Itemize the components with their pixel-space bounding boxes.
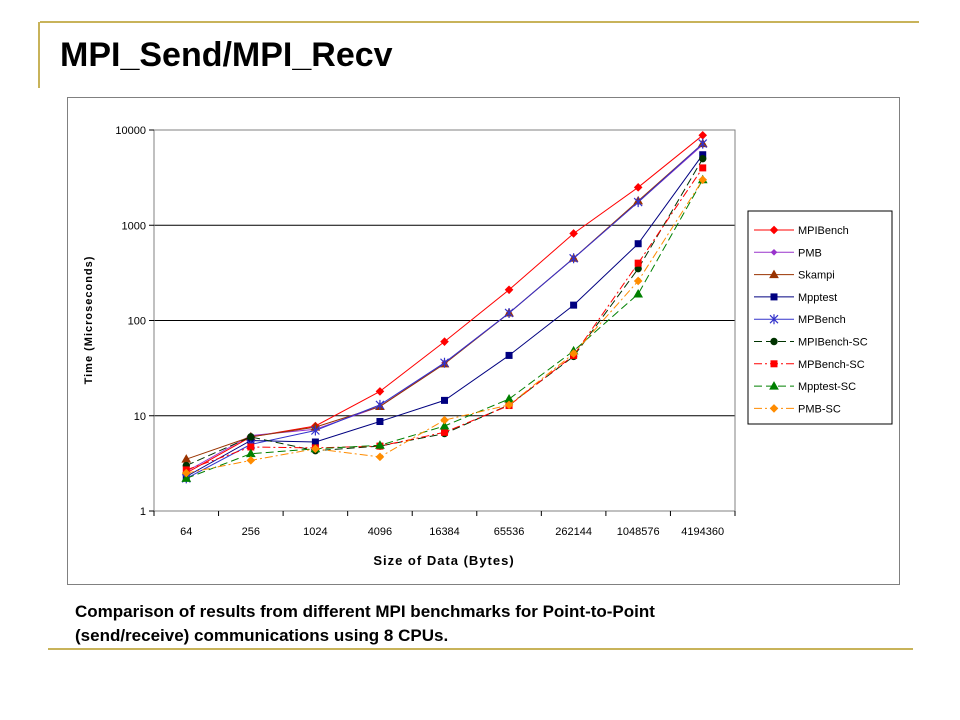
data-point bbox=[376, 418, 384, 426]
data-point bbox=[311, 444, 320, 454]
bottom-accent-rule bbox=[48, 648, 913, 650]
data-point bbox=[698, 138, 708, 149]
legend: MPIBench PMB Skampi Mpptest MPBench MPIBench-… bbox=[747, 210, 893, 425]
legend-entry: Skampi bbox=[754, 269, 835, 282]
legend-entry: PMB-SC bbox=[754, 403, 841, 415]
data-point bbox=[569, 349, 578, 358]
series-pmb-sc bbox=[181, 175, 708, 478]
data-point bbox=[375, 440, 385, 449]
legend-label: Skampi bbox=[798, 270, 835, 282]
x-tick-label: 256 bbox=[242, 526, 260, 538]
legend-swatch-marker bbox=[770, 248, 778, 256]
data-point bbox=[633, 183, 643, 192]
legend-entry: Mpptest bbox=[754, 292, 837, 304]
legend-entry: MPIBench-SC bbox=[754, 337, 868, 349]
caption-line-1: Comparison of results from different MPI… bbox=[75, 602, 655, 621]
legend-swatch-marker bbox=[770, 360, 778, 368]
data-point bbox=[633, 197, 643, 208]
data-point bbox=[246, 456, 256, 465]
series-layer bbox=[181, 130, 708, 484]
legend-entry: MPBench bbox=[754, 314, 846, 326]
legend-label: PMB-SC bbox=[798, 403, 841, 415]
slide-caption: Comparison of results from different MPI… bbox=[75, 600, 895, 648]
data-point bbox=[375, 399, 385, 410]
data-point bbox=[247, 433, 255, 441]
legend-label: PMB bbox=[798, 247, 822, 259]
data-point bbox=[699, 154, 707, 163]
legend-label: MPIBench-SC bbox=[798, 337, 868, 349]
line-chart: 1 10 100 1000 10000 64 256 1024 4096 16384 65536 26… bbox=[83, 125, 893, 568]
legend-swatch-marker bbox=[769, 314, 779, 325]
left-accent-rule bbox=[38, 22, 40, 88]
data-point bbox=[699, 164, 707, 172]
data-point bbox=[569, 253, 579, 264]
data-point bbox=[375, 387, 385, 396]
legend-swatch-marker bbox=[770, 293, 778, 301]
legend-label: Mpptest-SC bbox=[798, 381, 856, 393]
data-point bbox=[505, 351, 513, 359]
series-skampi bbox=[181, 138, 708, 463]
data-point bbox=[440, 357, 449, 368]
data-point bbox=[634, 259, 642, 267]
x-axis-title: Size of Data (Bytes) bbox=[373, 553, 514, 568]
x-tick-label: 262144 bbox=[555, 526, 592, 538]
data-point bbox=[440, 415, 449, 425]
series-line bbox=[186, 179, 704, 474]
grid-layer bbox=[154, 224, 735, 417]
y-tick-label: 1 bbox=[140, 506, 146, 518]
legend-label: MPIBench bbox=[798, 225, 849, 237]
axes-layer: 1 10 100 1000 10000 64 256 1024 4096 16384 65536 26… bbox=[115, 125, 736, 538]
legend-swatch-marker bbox=[769, 269, 779, 279]
data-point bbox=[181, 468, 191, 478]
x-tick-label: 4096 bbox=[368, 526, 392, 538]
top-accent-rule bbox=[40, 21, 919, 23]
data-point bbox=[504, 400, 514, 410]
legend-label: MPBench bbox=[798, 314, 846, 326]
data-point bbox=[441, 428, 448, 436]
x-tick-label: 1024 bbox=[303, 526, 327, 538]
series-mpbench bbox=[181, 138, 708, 484]
legend-swatch-marker bbox=[769, 404, 779, 413]
x-tick-label: 4194360 bbox=[681, 526, 724, 538]
data-point bbox=[181, 473, 192, 482]
y-tick-label: 10 bbox=[134, 411, 146, 423]
legend-entry: PMB bbox=[754, 247, 822, 259]
legend-swatch-marker bbox=[769, 225, 779, 235]
data-point bbox=[441, 396, 448, 404]
x-tick-label: 65536 bbox=[494, 526, 525, 538]
legend-entry: MPIBench bbox=[754, 225, 849, 237]
chart-area: 1 10 100 1000 10000 64 256 1024 4096 16384 65536 26… bbox=[67, 97, 900, 585]
legend-label: Mpptest bbox=[798, 292, 837, 304]
caption-line-2: (send/receive) communications using 8 CP… bbox=[75, 626, 449, 645]
x-tick-label: 16384 bbox=[429, 526, 460, 538]
data-point bbox=[633, 276, 643, 286]
legend-swatch-marker bbox=[769, 381, 779, 390]
x-tick-label: 64 bbox=[180, 526, 192, 538]
data-point bbox=[570, 301, 578, 309]
data-point bbox=[504, 307, 514, 318]
series-line bbox=[186, 143, 704, 460]
y-tick-label: 100 bbox=[128, 316, 146, 328]
legend-swatch-marker bbox=[770, 337, 778, 346]
slide-title: MPI_Send/MPI_Recv bbox=[60, 36, 393, 74]
data-point bbox=[569, 229, 578, 238]
data-point bbox=[504, 285, 514, 295]
data-point bbox=[375, 452, 385, 462]
data-point bbox=[698, 175, 708, 185]
data-point bbox=[634, 240, 642, 248]
data-point bbox=[633, 288, 644, 298]
y-tick-label: 1000 bbox=[122, 220, 146, 232]
data-point bbox=[310, 425, 320, 436]
legend-entry: Mpptest-SC bbox=[754, 381, 856, 393]
legend-label: MPBench-SC bbox=[798, 359, 865, 371]
x-tick-label: 1048576 bbox=[617, 526, 660, 538]
data-point bbox=[245, 448, 256, 458]
legend-entry: MPBench-SC bbox=[754, 359, 865, 371]
data-point bbox=[439, 421, 450, 430]
data-point bbox=[440, 337, 449, 346]
y-tick-label: 10000 bbox=[115, 125, 146, 137]
y-axis-title: Time (Microseconds) bbox=[83, 256, 95, 385]
